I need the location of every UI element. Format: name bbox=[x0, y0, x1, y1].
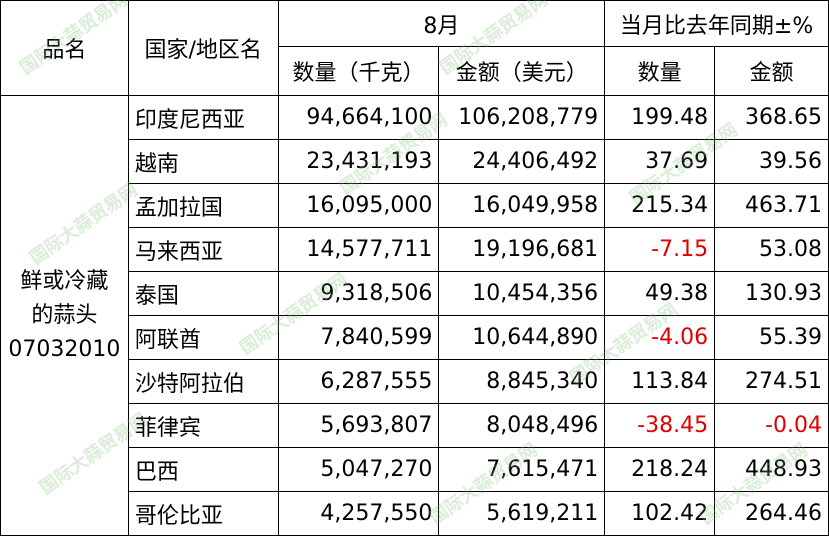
qty-cell: 4,257,550 bbox=[277, 491, 440, 536]
qty-pct-cell: 113.84 bbox=[604, 359, 716, 404]
country-cell: 印度尼西亚 bbox=[127, 95, 279, 140]
amount-cell: 10,644,890 bbox=[438, 315, 606, 360]
qty-cell: 23,431,193 bbox=[277, 139, 440, 184]
qty-cell: 16,095,000 bbox=[277, 183, 440, 228]
amount-cell: 8,048,496 bbox=[438, 403, 606, 448]
amount-cell: 16,049,958 bbox=[438, 183, 606, 228]
product-code: 07032010 bbox=[8, 336, 121, 362]
qty-pct-cell: 218.24 bbox=[604, 447, 716, 492]
product-name-cell: 鲜或冷藏的蒜头 07032010 bbox=[0, 95, 129, 536]
qty-cell: 6,287,555 bbox=[277, 359, 440, 404]
header-row-1: 品名 国家/地区名 8月 当月比去年同期±% bbox=[0, 0, 829, 96]
header-amount-pct: 金额 bbox=[714, 46, 829, 96]
qty-pct-cell: 215.34 bbox=[604, 183, 716, 228]
amount-pct-cell: 53.08 bbox=[714, 227, 829, 272]
table-row: 泰国 9,318,506 10,454,356 49.38 130.93 bbox=[1, 271, 829, 316]
header-qty: 数量（千克） bbox=[277, 46, 440, 96]
amount-cell: 10,454,356 bbox=[438, 271, 606, 316]
amount-cell: 8,845,340 bbox=[438, 359, 606, 404]
table-row: 菲律宾 5,693,807 8,048,496 -38.45 -0.04 bbox=[1, 403, 829, 448]
amount-pct-cell: 55.39 bbox=[714, 315, 829, 360]
qty-pct-cell: -4.06 bbox=[604, 315, 716, 360]
qty-cell: 5,693,807 bbox=[277, 403, 440, 448]
header-qty-pct: 数量 bbox=[604, 46, 716, 96]
header-month: 8月 bbox=[277, 0, 606, 47]
header-change: 当月比去年同期±% bbox=[604, 0, 829, 47]
table-row: 孟加拉国 16,095,000 16,049,958 215.34 463.71 bbox=[1, 183, 829, 228]
qty-pct-cell: -7.15 bbox=[604, 227, 716, 272]
header-amount: 金额（美元） bbox=[438, 46, 606, 96]
country-cell: 哥伦比亚 bbox=[127, 491, 279, 536]
table-body: 鲜或冷藏的蒜头 07032010 印度尼西亚 94,664,100 106,208,77… bbox=[0, 95, 829, 536]
amount-pct-cell: 463.71 bbox=[714, 183, 829, 228]
header-country: 国家/地区名 bbox=[127, 0, 279, 96]
country-cell: 巴西 bbox=[127, 447, 279, 492]
product-line2: 的蒜头 bbox=[31, 302, 98, 328]
amount-pct-cell: 448.93 bbox=[714, 447, 829, 492]
header-product: 品名 bbox=[0, 0, 129, 96]
qty-pct-cell: 49.38 bbox=[604, 271, 716, 316]
country-cell: 菲律宾 bbox=[127, 403, 279, 448]
amount-pct-cell: -0.04 bbox=[714, 403, 829, 448]
amount-pct-cell: 368.65 bbox=[714, 95, 829, 140]
country-cell: 泰国 bbox=[127, 271, 279, 316]
qty-pct-cell: 199.48 bbox=[604, 95, 716, 140]
amount-cell: 24,406,492 bbox=[438, 139, 606, 184]
amount-pct-cell: 39.56 bbox=[714, 139, 829, 184]
table-row: 巴西 5,047,270 7,615,471 218.24 448.93 bbox=[1, 447, 829, 492]
amount-pct-cell: 130.93 bbox=[714, 271, 829, 316]
table-row: 阿联酋 7,840,599 10,644,890 -4.06 55.39 bbox=[1, 315, 829, 360]
qty-pct-cell: 37.69 bbox=[604, 139, 716, 184]
qty-cell: 5,047,270 bbox=[277, 447, 440, 492]
table-row: 哥伦比亚 4,257,550 5,619,211 102.42 264.46 bbox=[1, 491, 829, 536]
country-cell: 阿联酋 bbox=[127, 315, 279, 360]
country-cell: 马来西亚 bbox=[127, 227, 279, 272]
table-row: 鲜或冷藏的蒜头 07032010 印度尼西亚 94,664,100 106,208,77… bbox=[0, 95, 829, 536]
amount-pct-cell: 274.51 bbox=[714, 359, 829, 404]
qty-pct-cell: -38.45 bbox=[604, 403, 716, 448]
amount-cell: 106,208,779 bbox=[438, 95, 606, 140]
table-row: 马来西亚 14,577,711 19,196,681 -7.15 53.08 bbox=[1, 227, 829, 272]
qty-cell: 94,664,100 bbox=[277, 95, 440, 140]
amount-pct-cell: 264.46 bbox=[714, 491, 829, 536]
amount-cell: 19,196,681 bbox=[438, 227, 606, 272]
qty-cell: 14,577,711 bbox=[277, 227, 440, 272]
garlic-export-table: 品名 国家/地区名 8月 当月比去年同期±% 数量（千克） 金额（美元） 数量 … bbox=[0, 0, 829, 536]
amount-cell: 5,619,211 bbox=[438, 491, 606, 536]
country-cell: 越南 bbox=[127, 139, 279, 184]
country-cell: 沙特阿拉伯 bbox=[127, 359, 279, 404]
product-line1: 鲜或冷藏 bbox=[20, 268, 109, 294]
amount-cell: 7,615,471 bbox=[438, 447, 606, 492]
country-cell: 孟加拉国 bbox=[127, 183, 279, 228]
qty-cell: 7,840,599 bbox=[277, 315, 440, 360]
qty-cell: 9,318,506 bbox=[277, 271, 440, 316]
qty-pct-cell: 102.42 bbox=[604, 491, 716, 536]
